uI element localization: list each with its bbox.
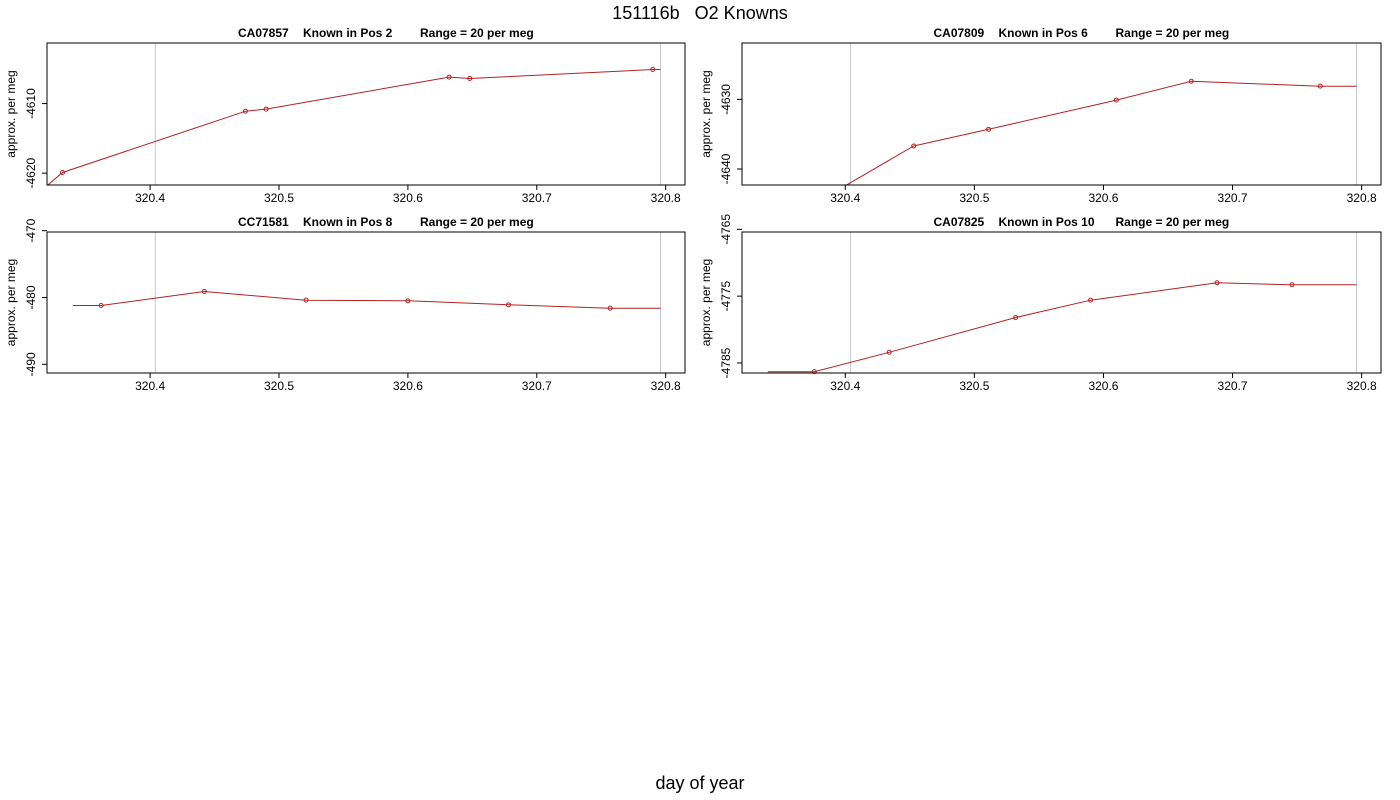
y-axis-label: approx. per meg (4, 259, 18, 346)
data-point (1317, 83, 1323, 89)
plot-frame (741, 42, 1382, 186)
series-line (72, 290, 661, 309)
data-point (98, 303, 104, 309)
data-point (986, 126, 992, 132)
data-point (303, 297, 309, 303)
panel-ca07825: CA07825 Known in Pos 10 Range = 20 per meg… (699, 214, 1382, 393)
data-point (1289, 282, 1295, 288)
x-tick-label: 320.4 (135, 191, 165, 205)
data-point (1113, 97, 1119, 103)
x-tick-label: 320.7 (1218, 191, 1248, 205)
x-tick-label: 320.6 (393, 379, 423, 393)
data-point (1013, 315, 1019, 321)
panel-title-part: Range = 20 per meg (420, 215, 534, 229)
panel-title-part: Known in Pos 2 (303, 26, 393, 40)
x-tick-label: 320.6 (1088, 379, 1118, 393)
y-tick-label: -4765 (719, 214, 733, 245)
panel-ca07857: CA07857 Known in Pos 2 Range = 20 per meg 3… (4, 26, 686, 205)
panel-title-part: Known in Pos 8 (303, 215, 393, 229)
panel-title-part: Known in Pos 6 (999, 26, 1089, 40)
x-tick-label: 320.8 (1347, 191, 1377, 205)
x-tick-label: 320.7 (522, 191, 552, 205)
x-tick-label: 320.7 (522, 379, 552, 393)
data-point (263, 106, 269, 112)
data-point (242, 108, 248, 114)
x-tick-label: 320.6 (393, 191, 423, 205)
y-tick-label: -4610 (24, 88, 38, 119)
data-point (405, 298, 411, 304)
plot-frame (741, 231, 1382, 374)
x-tick-label: 320.7 (1218, 379, 1248, 393)
series-line (767, 282, 1357, 373)
plot-frame (46, 42, 686, 186)
x-tick-label: 320.8 (1347, 379, 1377, 393)
panel-title-part: Range = 20 per meg (1116, 215, 1230, 229)
series-line (845, 80, 1357, 185)
x-tick-label: 320.5 (264, 191, 294, 205)
data-point (467, 76, 473, 81)
panel-title-part: CA07857 (238, 26, 289, 40)
panel-title-part: CA07809 (934, 26, 985, 40)
data-point (201, 288, 207, 294)
panel-title-part: Range = 20 per meg (1116, 26, 1230, 40)
panel-ca07809: CA07809 Known in Pos 6 Range = 20 per meg 3… (699, 26, 1382, 205)
data-point (446, 74, 452, 80)
data-point (650, 66, 656, 72)
data-point (811, 369, 817, 375)
page-title: 151116b O2 Knowns (612, 3, 788, 23)
panel-title-part: CA07825 (934, 215, 985, 229)
y-axis-label: approx. per meg (699, 70, 713, 157)
x-tick-label: 320.4 (830, 191, 860, 205)
data-point (59, 169, 65, 175)
panel-title-part: Range = 20 per meg (420, 26, 534, 40)
x-tick-label: 320.4 (830, 379, 860, 393)
data-point (1214, 280, 1220, 286)
series-line (47, 69, 661, 185)
y-tick-label: -490 (24, 352, 38, 376)
y-axis-label: approx. per meg (699, 259, 713, 346)
y-axis-label: approx. per meg (4, 70, 18, 157)
x-axis-title: day of year (655, 773, 745, 793)
panel-title-part: Known in Pos 10 (999, 215, 1095, 229)
data-point (911, 143, 917, 149)
x-tick-label: 320.8 (651, 379, 681, 393)
y-tick-label: -480 (24, 285, 38, 309)
data-point (1088, 297, 1094, 303)
x-tick-label: 320.4 (135, 379, 165, 393)
x-tick-label: 320.6 (1088, 191, 1118, 205)
x-tick-label: 320.5 (959, 191, 989, 205)
data-point (607, 305, 613, 311)
x-tick-label: 320.5 (959, 379, 989, 393)
y-tick-label: -4785 (719, 347, 733, 378)
data-point (1188, 78, 1194, 84)
plot-frame (46, 231, 686, 374)
data-point (886, 349, 892, 355)
y-tick-label: -4775 (719, 280, 733, 311)
panel-cc71581: CC71581 Known in Pos 8 Range = 20 per meg 3… (4, 215, 686, 393)
y-tick-label: -4620 (24, 158, 38, 189)
y-tick-label: -470 (24, 218, 38, 242)
x-tick-label: 320.5 (264, 379, 294, 393)
data-point (505, 302, 511, 308)
y-tick-label: -4640 (719, 153, 733, 184)
y-tick-label: -4630 (719, 84, 733, 115)
panel-title-part: CC71581 (238, 215, 289, 229)
x-tick-label: 320.8 (651, 191, 681, 205)
